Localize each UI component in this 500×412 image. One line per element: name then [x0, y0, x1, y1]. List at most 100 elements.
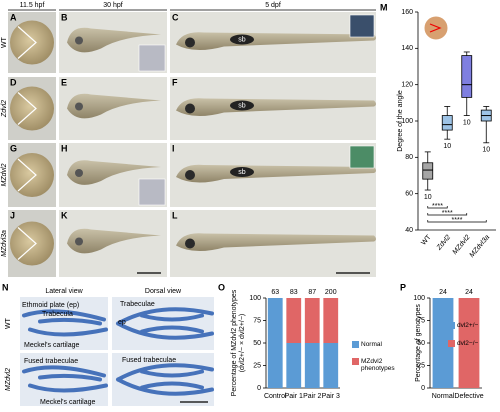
embryo-30hpf: [67, 228, 161, 254]
eye: [75, 237, 83, 246]
bar-segment: [323, 298, 339, 343]
eye: [75, 169, 83, 177]
total-label: 83: [290, 289, 298, 296]
count-label: 10: [463, 119, 471, 126]
y-axis-label: (dvl2+/− × dvl2+/−): [239, 314, 246, 373]
panel-letter: N: [2, 282, 9, 292]
x-tick-label: Zdvl2: [435, 234, 452, 252]
column-header: 11.5 hpf: [20, 2, 45, 9]
eye: [185, 103, 195, 114]
x-tick-label: Pair 3: [322, 393, 340, 400]
y-tick-label: 40: [405, 227, 413, 234]
y-tick-label: 0: [421, 385, 425, 392]
image-panel: B: [59, 12, 167, 73]
y-axis-label: Percentage of genotypes: [415, 304, 422, 382]
panel-letter: B: [61, 12, 68, 22]
bar-segment: [432, 298, 454, 388]
eye: [185, 170, 195, 180]
inset: [138, 178, 166, 206]
image-annotation: sb: [238, 36, 246, 43]
panel-letter: P: [400, 282, 406, 292]
y-tick-label: 100: [249, 295, 261, 302]
y-tick-label: 160: [401, 9, 413, 16]
larva: [176, 164, 376, 183]
significance-bracket: [427, 213, 468, 216]
total-label: 24: [465, 289, 473, 296]
legend-label: MZdvl2 phenotypes: [361, 358, 395, 372]
angle-line: [17, 26, 37, 59]
panel-letter: D: [10, 77, 17, 87]
significance-label: ****: [432, 203, 443, 210]
image-panel: sb I: [170, 143, 376, 207]
cartilage: [116, 307, 214, 340]
image-background: [112, 297, 214, 350]
cartilage: [116, 363, 214, 396]
image-background: [112, 353, 214, 406]
swim-bladder: [230, 167, 254, 177]
total-label: 24: [439, 289, 447, 296]
image-panel: E: [59, 77, 167, 140]
cartilage-label: Trabecula: [42, 311, 73, 318]
y-tick-label: 25: [417, 362, 425, 369]
view-header: Lateral view: [45, 288, 83, 295]
image-panel: H: [59, 143, 167, 207]
total-label: 63: [271, 289, 279, 296]
count-label: 10: [424, 194, 432, 201]
larva: [176, 32, 376, 51]
cartilage-label: Ethmoid plate (ep): [22, 302, 79, 309]
panel-letter: L: [172, 210, 178, 220]
row-label: MZdvl2: [5, 368, 12, 391]
cartilage-label: Meckel's cartilage: [24, 342, 80, 349]
x-tick-label: Defective: [454, 393, 483, 400]
cartilage-label: Meckel's cartilage: [40, 399, 96, 406]
column-header: 5 dpf: [265, 2, 281, 9]
image-panel: J: [8, 210, 56, 277]
x-tick-label: Control: [264, 393, 287, 400]
eye: [75, 102, 83, 111]
box: [461, 55, 473, 98]
x-tick-label: WT: [420, 233, 433, 246]
column-header: 30 hpf: [103, 2, 123, 9]
eye: [185, 37, 195, 48]
image-annotation: sb: [238, 169, 246, 176]
row-label: WT: [1, 36, 8, 48]
bar-segment: [286, 343, 302, 388]
cartilage-label: Fused trabeculae: [24, 358, 78, 365]
angle-line: [17, 92, 37, 125]
y-tick-label: 0: [257, 385, 261, 392]
cartilage: [22, 309, 108, 337]
total-label: 87: [308, 289, 316, 296]
larva: [176, 98, 376, 117]
panel-letter: F: [172, 77, 178, 87]
legend-label: dvl2−/−: [457, 340, 479, 347]
count-label: 10: [482, 147, 490, 154]
swim-bladder: [230, 100, 254, 111]
embryo: [10, 221, 54, 266]
y-tick-label: 100: [413, 295, 425, 302]
significance-label: ****: [452, 217, 463, 224]
row-label: Zdvl2: [1, 100, 8, 118]
x-tick-label: Pair 2: [303, 393, 321, 400]
image-panel: K: [59, 210, 167, 277]
legend-swatch: [448, 322, 455, 329]
significance-bracket: [427, 206, 448, 209]
y-tick-label: 50: [417, 340, 425, 347]
image-annotation: sb: [238, 102, 246, 109]
panel-letter: I: [172, 143, 175, 153]
panel-letter: M: [380, 2, 388, 12]
cartilage: [22, 365, 108, 393]
significance-label: ****: [442, 210, 453, 217]
y-axis-label: Degree of the angle: [397, 90, 404, 152]
panel-letter: A: [10, 12, 17, 22]
y-tick-label: 60: [405, 191, 413, 198]
image-panel: D: [8, 77, 56, 140]
panel-letter: O: [218, 282, 225, 292]
y-tick-label: 75: [253, 317, 261, 324]
y-axis-label: Percentage of MZdvl2 phenotypes: [231, 289, 238, 396]
cartilage-label: Trabeculae: [120, 301, 155, 308]
row-label: WT: [5, 317, 12, 329]
image-panel: L: [170, 210, 376, 277]
legend-label: dvl2−/−: [457, 340, 479, 347]
count-label: 10: [443, 143, 451, 150]
